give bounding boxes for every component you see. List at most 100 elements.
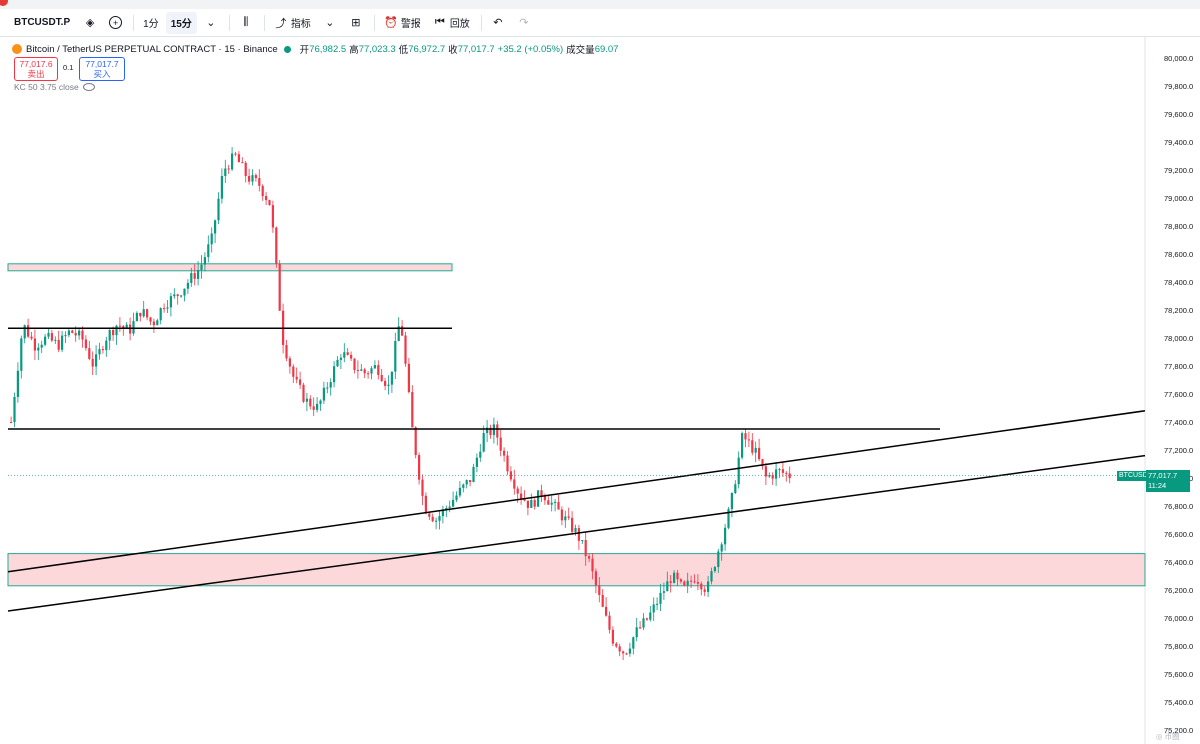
candle-body: [611, 629, 614, 644]
candlestick: [652, 597, 655, 621]
candle-body: [322, 387, 325, 401]
candle-body: [220, 176, 223, 199]
candlestick: [404, 331, 407, 367]
candle-body: [771, 475, 774, 479]
candle-body: [486, 427, 489, 434]
candle-body: [350, 354, 353, 359]
candlestick: [305, 392, 308, 412]
eye-icon[interactable]: [82, 83, 95, 91]
watermark: ◎ 币圈: [1156, 732, 1180, 741]
candle-body: [299, 379, 302, 385]
candlestick: [703, 586, 706, 597]
candlestick: [764, 462, 767, 485]
chart-type-button[interactable]: ⫼: [234, 12, 258, 34]
candlestick: [479, 443, 482, 462]
candlestick: [452, 491, 455, 508]
candlestick: [455, 491, 458, 503]
candlestick: [220, 168, 223, 204]
candle-body: [129, 324, 132, 334]
candlestick: [540, 484, 543, 502]
layout-button[interactable]: ⊞: [344, 12, 368, 34]
candlestick: [625, 652, 628, 656]
candlestick: [496, 420, 499, 446]
candle-body: [166, 307, 169, 309]
candle-body: [523, 498, 526, 501]
candlestick: [234, 151, 237, 157]
candle-body: [353, 358, 356, 370]
candlestick: [122, 324, 125, 336]
buy-button[interactable]: 77,017.7 买入: [79, 57, 125, 81]
watchlist-flag-button[interactable]: ◈: [78, 12, 102, 34]
candlestick: [333, 361, 336, 388]
interval-1m-button[interactable]: 1分: [143, 19, 159, 30]
candlestick: [737, 451, 740, 489]
candlestick: [557, 495, 560, 510]
candle-body: [577, 528, 580, 541]
candle-body: [10, 422, 13, 423]
candle-body: [384, 380, 387, 386]
sell-button[interactable]: 77,017.6 卖出: [14, 57, 58, 81]
candlestick: [142, 300, 145, 318]
candle-body: [713, 567, 716, 572]
candlestick: [30, 331, 33, 341]
candlestick: [591, 553, 594, 580]
candle-body: [183, 288, 186, 296]
candle-body: [639, 627, 642, 629]
candle-body: [27, 325, 30, 337]
candle-body: [683, 581, 686, 586]
interval-15m-button[interactable]: 15分: [165, 11, 197, 34]
candlestick: [458, 481, 461, 498]
indicators-dropdown[interactable]: ⌄: [318, 12, 342, 34]
candle-body: [394, 341, 397, 372]
candle-body: [537, 490, 540, 507]
candlestick: [299, 371, 302, 389]
candlestick: [513, 469, 516, 495]
bitcoin-logo-icon: [12, 44, 22, 54]
candle-body: [71, 330, 74, 333]
candle-body: [265, 196, 268, 201]
candlestick: [669, 575, 672, 593]
candle-body: [360, 369, 363, 371]
candlestick: [564, 510, 567, 528]
candle-body: [482, 433, 485, 452]
y-tick-label: 79,800.0: [1164, 82, 1193, 91]
candle-body: [88, 348, 91, 359]
indicators-button[interactable]: ⤴ 指标: [269, 12, 316, 34]
replay-button[interactable]: ⏮ 回放: [428, 12, 475, 34]
candle-body: [775, 469, 778, 479]
redo-button[interactable]: ↷: [512, 12, 536, 34]
candle-body: [61, 335, 64, 350]
candlestick: [210, 227, 213, 253]
candle-body: [227, 168, 230, 170]
candlestick: [475, 453, 478, 473]
candlestick: [84, 335, 87, 351]
candlestick: [339, 354, 342, 369]
symbol-search-button[interactable]: BTCUSDT.P: [14, 17, 71, 28]
y-tick-label: 78,000.0: [1164, 334, 1193, 343]
indicator-legend[interactable]: KC 50 3.75 close: [14, 82, 95, 92]
candle-body: [203, 257, 206, 265]
candlestick: [237, 151, 240, 163]
candlestick: [149, 316, 152, 326]
candle-body: [547, 500, 550, 505]
undo-button[interactable]: ↶: [486, 12, 510, 34]
candle-body: [370, 368, 373, 374]
candlestick: [622, 650, 625, 661]
alert-button[interactable]: ⏰ 警报: [379, 12, 426, 34]
candle-body: [105, 340, 108, 351]
candlestick: [132, 312, 135, 336]
candlestick: [482, 425, 485, 453]
candle-body: [397, 326, 400, 342]
candle-body: [540, 490, 543, 496]
interval-dropdown[interactable]: ⌄: [199, 12, 223, 34]
candlestick: [492, 417, 495, 444]
y-tick-label: 77,600.0: [1164, 390, 1193, 399]
y-tick-label: 75,400.0: [1164, 698, 1193, 707]
candle-body: [496, 424, 499, 438]
compare-button[interactable]: +: [104, 12, 127, 34]
candle-body: [768, 475, 771, 477]
candle-body: [605, 606, 608, 616]
candlestick: [662, 582, 665, 600]
candle-body: [564, 516, 567, 521]
